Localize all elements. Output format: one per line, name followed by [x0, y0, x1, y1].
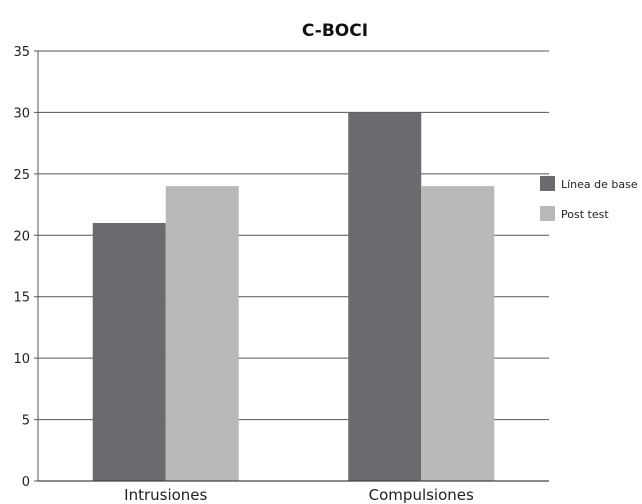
bars [92, 112, 495, 481]
bar-post-test [165, 186, 239, 481]
x-axis: Intrusiones Compulsiones [38, 480, 549, 504]
legend: Línea de base Post test [540, 176, 638, 221]
x-category-label: Compulsiones [369, 486, 474, 504]
legend-swatch [540, 176, 555, 191]
bar-linea-de-base [348, 112, 422, 481]
y-tick-label: 25 [13, 168, 30, 183]
legend-label: Post test [561, 208, 609, 221]
chart-title: C-BOCI [302, 21, 368, 41]
y-axis: 0 5 10 15 20 25 30 35 [13, 45, 39, 490]
bar-linea-de-base [92, 223, 166, 481]
y-tick-label: 15 [13, 291, 30, 306]
y-tick-label: 20 [13, 229, 30, 244]
y-tick-label: 35 [13, 45, 30, 60]
y-tick-label: 5 [22, 414, 30, 429]
legend-label: Línea de base [561, 178, 638, 191]
y-tick-label: 30 [13, 106, 30, 121]
bar-post-test [421, 186, 495, 481]
y-tick-label: 10 [13, 352, 30, 367]
y-tick-label: 0 [22, 475, 30, 490]
legend-swatch [540, 206, 555, 221]
x-category-label: Intrusiones [124, 486, 207, 504]
